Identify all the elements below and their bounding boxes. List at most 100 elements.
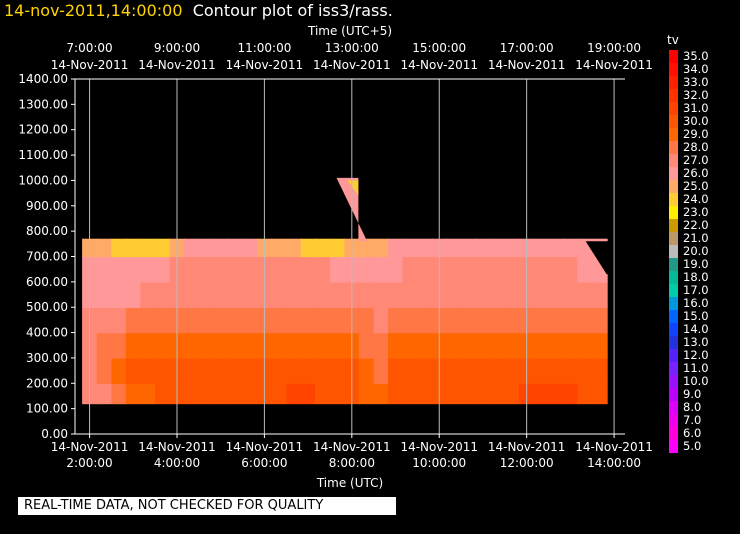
field-cell: [461, 238, 477, 258]
field-cell: [446, 357, 462, 384]
field-cell: [111, 332, 127, 359]
colorbar-swatch: [669, 375, 678, 388]
field-cell: [198, 281, 215, 308]
field-cell: [358, 281, 375, 308]
top-tick-time: 7:00:00: [66, 41, 112, 55]
field-cell: [300, 383, 317, 405]
colorbar-value: 22.0: [683, 218, 709, 232]
top-tick-date: 14-Nov-2011: [400, 58, 478, 72]
field-cell: [461, 307, 477, 334]
x-tick-time: 10:00:00: [412, 456, 466, 470]
field-cell: [562, 281, 579, 308]
x-tick-time: 14:00:00: [587, 456, 641, 470]
field-cell: [242, 307, 258, 334]
field-cell: [562, 256, 579, 283]
y-tick-label: 400.00: [26, 326, 68, 340]
field-cell: [140, 357, 156, 384]
x-axis-label: Time (UTC): [316, 476, 383, 490]
field-cell: [548, 383, 564, 405]
field-cell: [198, 238, 215, 258]
x-tick-date: 14-Nov-2011: [488, 440, 566, 454]
field-spike-top: [347, 180, 359, 196]
colorbar-swatch: [669, 414, 678, 427]
field-cell: [373, 357, 390, 384]
field-cell: [489, 281, 506, 308]
field-cell: [592, 332, 608, 359]
field-cell: [577, 332, 593, 359]
field-cell: [330, 357, 346, 384]
field-cell: [417, 238, 433, 258]
field-cell: [402, 238, 418, 258]
field-cell: [155, 307, 171, 334]
colorbar-swatch: [669, 167, 678, 180]
colorbar-swatch: [669, 258, 678, 271]
quality-notice: REAL-TIME DATA, NOT CHECKED FOR QUALITY: [18, 497, 396, 515]
x-tick-date: 14-Nov-2011: [51, 440, 129, 454]
field-cell: [271, 256, 287, 283]
field-cell: [330, 281, 346, 308]
field-cell: [358, 332, 375, 359]
field-cell: [504, 281, 521, 308]
field-cell: [96, 357, 113, 384]
field-cell: [402, 383, 418, 405]
field-cell: [373, 256, 390, 283]
field-cell: [271, 383, 287, 405]
field-cell: [548, 357, 564, 384]
field-cell: [577, 357, 593, 384]
field-cell: [504, 238, 521, 258]
field-cell: [592, 307, 608, 334]
colorbar-swatch: [669, 232, 678, 245]
field-cell: [96, 281, 113, 308]
field-cell: [227, 256, 244, 283]
field-cell: [548, 307, 564, 334]
field-cell: [315, 238, 331, 258]
field-cell: [577, 383, 593, 405]
field-cell: [533, 307, 550, 334]
field-cell: [286, 281, 302, 308]
field-cell: [242, 281, 258, 308]
x-tick-date: 14-Nov-2011: [400, 440, 478, 454]
field-cell: [155, 256, 171, 283]
field-cell: [548, 332, 564, 359]
field-cell: [125, 238, 142, 258]
field-cell: [213, 383, 229, 405]
y-tick-label: 0.00: [41, 427, 68, 441]
field-cell: [533, 281, 550, 308]
colorbar-swatch: [669, 284, 678, 297]
field-cell: [388, 307, 404, 334]
colorbar-swatch: [669, 219, 678, 232]
field-cell: [548, 281, 564, 308]
colorbar-swatch: [669, 388, 678, 401]
field-cell: [213, 357, 229, 384]
field-cell: [96, 332, 113, 359]
field-cell: [475, 256, 491, 283]
field-cell: [213, 281, 229, 308]
field-cell: [504, 332, 521, 359]
colorbar-swatch: [669, 63, 678, 76]
colorbar-swatch: [669, 245, 678, 258]
field-cell: [300, 238, 317, 258]
field-cell: [315, 281, 331, 308]
field-cell: [184, 256, 200, 283]
colorbar-value: 34.0: [683, 62, 709, 76]
colorbar-swatch: [669, 154, 678, 167]
field-edge-mask: [585, 241, 625, 275]
field-cell: [461, 357, 477, 384]
field-cell: [155, 281, 171, 308]
field-cell: [475, 307, 491, 334]
field-cell: [125, 332, 142, 359]
field-cell: [242, 238, 258, 258]
field-cell: [330, 383, 346, 405]
colorbar-value: 24.0: [683, 192, 709, 206]
field-cell: [227, 238, 244, 258]
field-cell: [111, 307, 127, 334]
field-cell: [155, 383, 171, 405]
field-cell: [461, 383, 477, 405]
x-tick-date: 14-Nov-2011: [575, 440, 653, 454]
field-cell: [417, 281, 433, 308]
top-tick-time: 13:00:00: [325, 41, 379, 55]
field-cell: [213, 307, 229, 334]
field-cell: [402, 307, 418, 334]
field-cell: [198, 332, 215, 359]
field-cell: [227, 357, 244, 384]
